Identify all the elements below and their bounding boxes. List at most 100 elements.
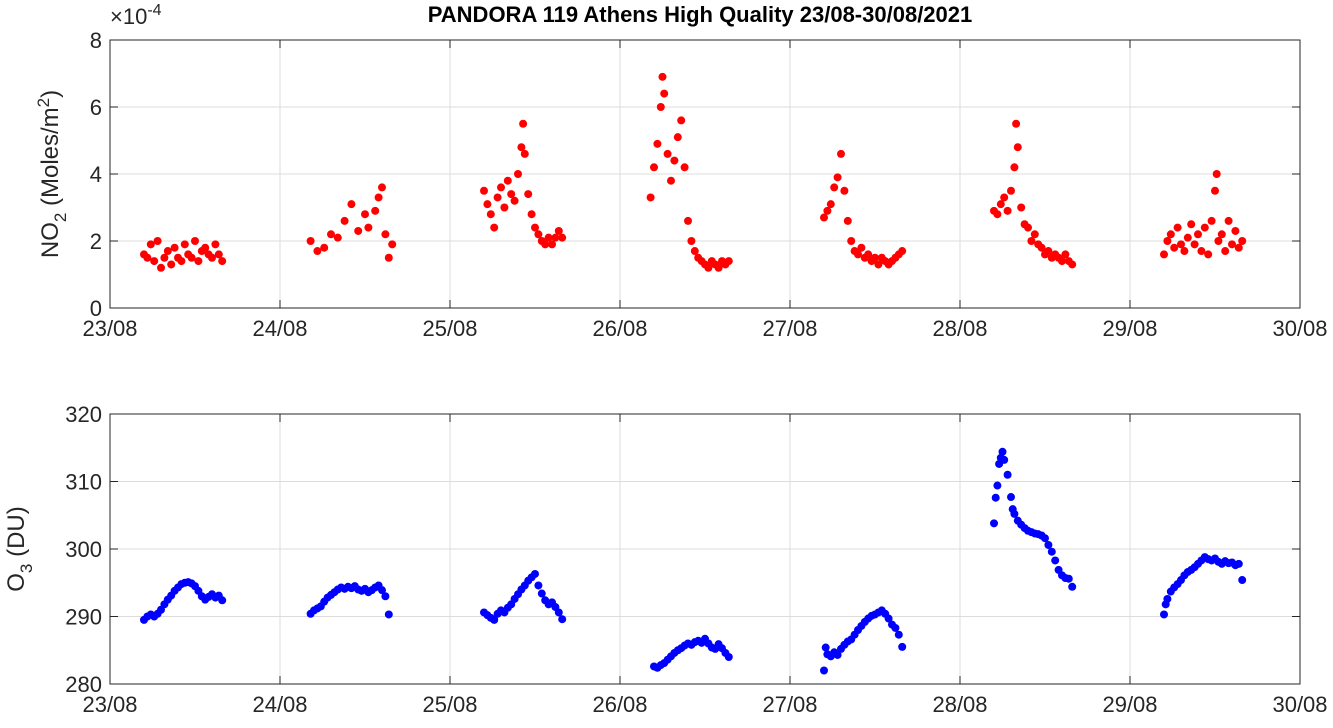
data-point [687, 237, 696, 245]
data-point [670, 156, 679, 165]
x-tick-label: 30/08 [1272, 316, 1327, 341]
y-tick-label: 290 [65, 605, 102, 630]
data-point [1228, 240, 1236, 249]
data-point [724, 653, 733, 661]
data-point [840, 186, 849, 195]
data-point [218, 257, 227, 266]
data-point [347, 200, 356, 209]
data-point [371, 206, 380, 215]
data-point [531, 223, 539, 232]
data-point [1160, 250, 1168, 259]
data-point [160, 253, 169, 262]
data-point [153, 237, 162, 245]
data-point [1212, 170, 1221, 178]
data-point [333, 233, 342, 242]
data-point [510, 196, 519, 205]
data-point [1007, 493, 1015, 502]
data-point [180, 240, 189, 249]
data-point [146, 240, 155, 249]
data-point [384, 253, 393, 262]
x-tick-label: 30/08 [1272, 692, 1327, 717]
figure-title: PANDORA 119 Athens High Quality 23/08-30… [427, 2, 973, 27]
data-point [554, 226, 563, 235]
data-point [520, 149, 529, 158]
data-point [1013, 143, 1022, 152]
data-point [1007, 186, 1015, 195]
data-point [531, 569, 539, 578]
data-point [684, 216, 692, 225]
data-point [1170, 243, 1179, 252]
y-tick-label: 300 [65, 537, 102, 562]
data-point [507, 190, 516, 199]
data-series [140, 72, 1247, 272]
data-point [990, 519, 998, 528]
data-point [1187, 220, 1196, 229]
y-axis-label: NO2 (Moles/m2) [34, 90, 70, 258]
data-point [1010, 509, 1019, 518]
x-tick-label: 25/08 [422, 316, 477, 341]
data-point [1047, 547, 1056, 556]
data-point [1217, 230, 1226, 239]
data-point [1234, 243, 1243, 252]
data-point [823, 206, 832, 215]
data-point [514, 170, 522, 178]
data-point [1000, 193, 1009, 202]
x-tick-label: 26/08 [592, 692, 647, 717]
data-point [1061, 250, 1070, 259]
data-point [150, 257, 159, 266]
data-point [201, 243, 210, 252]
data-point [534, 230, 543, 239]
data-point [837, 149, 845, 158]
x-tick-label: 23/08 [82, 692, 137, 717]
data-point [830, 183, 839, 192]
data-point [527, 210, 536, 219]
data-point [874, 260, 883, 269]
data-point [854, 250, 862, 259]
data-point [1183, 233, 1192, 242]
plot-panel-2: 23/08 24/08 25/08 26/08 27/08 28/08 29/08 30/08… [3, 402, 1328, 717]
x-tick-label: 28/08 [932, 316, 987, 341]
data-point [690, 247, 699, 256]
data-point [503, 176, 512, 185]
data-point [490, 615, 499, 624]
data-point [1177, 240, 1185, 249]
data-point [177, 257, 186, 266]
data-point [646, 193, 655, 202]
x-tick-label: 27/08 [762, 692, 817, 717]
data-point [1012, 119, 1021, 128]
data-point [1003, 470, 1012, 479]
data-point [1173, 223, 1182, 232]
data-point [170, 243, 179, 252]
data-point [1024, 223, 1032, 232]
data-point [1058, 257, 1066, 266]
data-point [218, 596, 227, 605]
data-point [214, 250, 223, 259]
data-point [667, 176, 675, 185]
data-point [378, 586, 386, 595]
data-point [660, 89, 669, 98]
data-point [1003, 206, 1012, 215]
data-point [313, 247, 322, 256]
data-point [1041, 534, 1049, 543]
data-point [524, 190, 533, 199]
data-point [163, 247, 172, 256]
data-point [381, 230, 390, 239]
data-point [374, 193, 383, 202]
data-point [1204, 250, 1213, 259]
data-point [519, 119, 528, 128]
data-point [714, 263, 723, 272]
data-point [384, 610, 393, 619]
y-exponent-label: ×10-4 [110, 2, 162, 29]
data-point [724, 257, 733, 266]
data-point [500, 203, 509, 212]
data-point [847, 237, 856, 245]
x-tick-label: 23/08 [82, 316, 137, 341]
y-tick-label: 4 [90, 162, 102, 187]
x-tick-label: 25/08 [422, 692, 477, 717]
data-point [1037, 243, 1046, 252]
data-point [993, 210, 1002, 219]
x-tick-label: 24/08 [252, 316, 307, 341]
y-tick-label: 320 [65, 402, 102, 427]
